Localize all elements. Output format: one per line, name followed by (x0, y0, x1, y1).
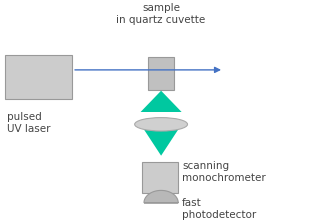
Bar (148, 57, 174, 90)
Bar (5, 55, 72, 99)
Ellipse shape (135, 118, 188, 131)
Text: fast
photodetector: fast photodetector (182, 198, 256, 220)
Text: sample
in quartz cuvette: sample in quartz cuvette (117, 3, 206, 25)
Text: scanning
monochrometer: scanning monochrometer (182, 161, 266, 183)
Text: pulsed
UV laser: pulsed UV laser (7, 112, 50, 134)
Polygon shape (141, 91, 182, 112)
Polygon shape (141, 124, 182, 156)
Bar (142, 162, 178, 193)
Polygon shape (144, 190, 178, 203)
